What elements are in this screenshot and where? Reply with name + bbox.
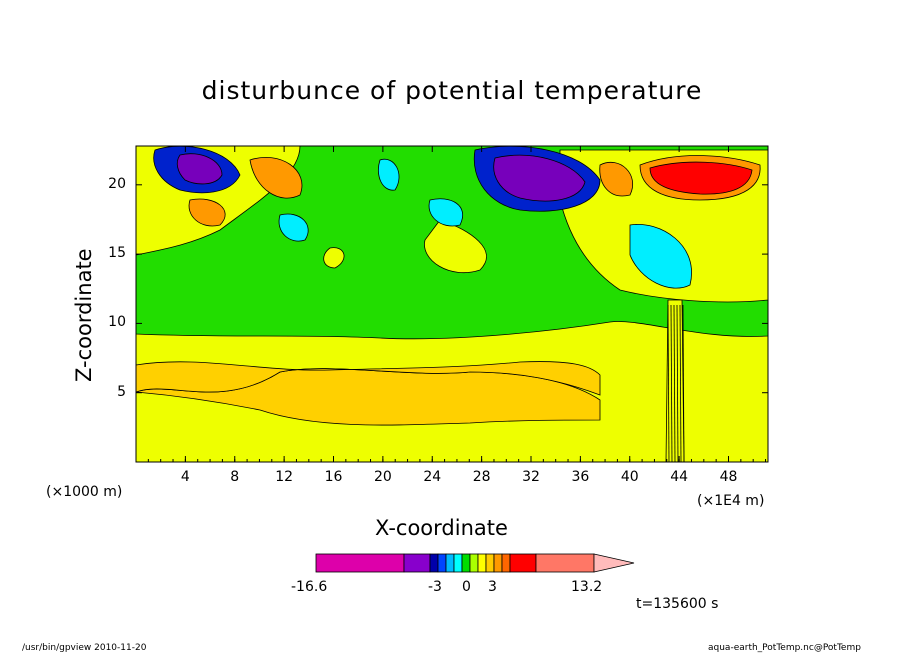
colorbar-cell-2 [429,553,439,573]
y-tick-label-20: 20 [108,175,126,192]
colorbar-min-label: -16.6 [291,579,328,595]
x-tick-label-36: 36 [571,469,590,485]
footer-left: /usr/bin/gpview 2010-11-20 [22,643,147,653]
x-tick-label-12: 12 [275,469,294,485]
cold-core-right [493,154,586,202]
disturbance-contour-4 [679,304,682,462]
colorbar-cell-13 [535,553,595,573]
x-unit-left: (×1000 m) [46,484,123,500]
disturbance-column [665,299,685,462]
plot-frame [135,145,769,463]
colorbar-max-label: 13.2 [571,579,603,595]
yellow-patch-3 [323,247,345,269]
colorbar-cell-4 [445,553,455,573]
orange-patch-1 [188,198,226,227]
x-tick-label-44: 44 [670,469,689,485]
footer-right: aqua-earth_PotTemp.nc@PotTemp [708,643,861,653]
x-tick-label-48: 48 [719,469,738,485]
cold-core-left [176,153,223,185]
colorbar-cell-5 [453,553,463,573]
cyan-patch-3 [629,223,692,289]
x-tick-label-40: 40 [620,469,639,485]
colorbar-cell-11 [501,553,511,573]
x-tick-label-8: 8 [230,469,240,485]
cyan-patch-2 [378,158,400,191]
colorbar [315,553,635,573]
cyan-patch-0 [278,213,309,242]
colorbar-cell-3 [437,553,447,573]
y-axis-label: Z-coordinate [72,248,96,382]
colorbar-label-3: 3 [488,579,497,595]
colorbar-arrow [593,553,635,573]
x-tick-label-24: 24 [423,469,442,485]
x-tick-label-20: 20 [373,469,392,485]
colorbar-cell-0 [315,553,405,573]
disturbance-contour-5 [682,304,685,462]
warm-core [649,161,753,195]
x-unit-right: (×1E4 m) [697,493,765,509]
orange-patch-2 [599,162,633,197]
y-tick-label-10: 10 [108,314,126,331]
disturbance-contour-3 [676,304,679,462]
x-tick-label-4: 4 [180,469,190,485]
colorbar-cell-10 [493,553,503,573]
disturbance-contour-1 [670,304,673,462]
colorbar-cell-1 [403,553,431,573]
y-tick-label-15: 15 [108,245,126,262]
disturbance-contour-2 [673,304,676,462]
x-tick-label-28: 28 [472,469,491,485]
orange-patch-0 [249,157,303,199]
yellow-patch-1 [424,219,487,274]
x-tick-label-32: 32 [522,469,540,485]
time-label: t=135600 s [636,596,719,612]
colorbar-label-0: 0 [462,579,471,595]
colorbar-cell-8 [477,553,487,573]
colorbar-cell-6 [461,553,471,573]
cyan-patch-1 [428,198,463,227]
colorbar-cell-9 [485,553,495,573]
x-axis-label: X-coordinate [375,516,508,540]
chart-title: disturbunce of potential temperature [201,76,703,105]
colorbar-cell-12 [509,553,537,573]
disturbance-contour-0 [667,304,670,462]
x-tick-label-16: 16 [324,469,343,485]
y-tick-label-5: 5 [117,383,126,400]
colorbar-label-neg3: -3 [428,579,442,595]
colorbar-cell-7 [469,553,479,573]
orange-band-lower [136,361,601,396]
